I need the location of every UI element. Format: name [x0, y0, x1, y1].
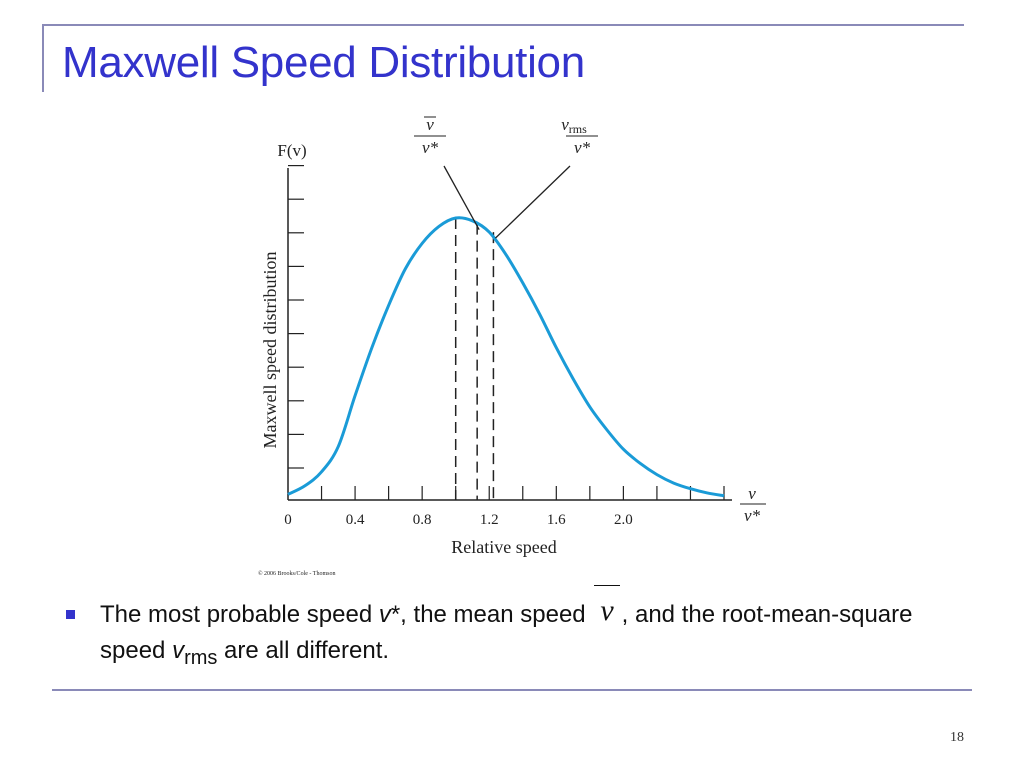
- annotation-leader-line: [443, 165, 480, 230]
- bullet-part-4: are all different.: [217, 637, 390, 664]
- x-axis-end-denominator: v*: [744, 506, 761, 525]
- x-tick-label: 1.2: [480, 512, 499, 528]
- chart-markers: [454, 218, 495, 500]
- bullet-part-3: , and the root-mean-square speed: [100, 601, 913, 664]
- annotation-leader-line: [494, 165, 571, 239]
- x-tick-label: 2.0: [614, 512, 633, 528]
- symbol-v-rms: v: [172, 637, 185, 664]
- annotation-denominator: v*: [422, 138, 439, 157]
- y-axis-label: Maxwell speed distribution: [260, 252, 280, 449]
- annotation-numerator-sub: rms: [569, 122, 587, 136]
- annotation-denominator: v*: [574, 138, 591, 157]
- symbol-v-bar: v: [592, 585, 621, 626]
- chart-annotations: v v* vrms v*: [414, 115, 598, 239]
- x-tick-label: 0.8: [413, 512, 432, 528]
- bullet-part-1: The most probable speed: [100, 601, 379, 628]
- x-tick-label: 0.4: [346, 512, 365, 528]
- footer-line: [52, 689, 972, 691]
- x-axis-end-numerator: v: [748, 484, 756, 503]
- chart-axes: [287, 168, 732, 501]
- bullet-part-2: *, the mean speed: [390, 601, 593, 628]
- page-number: 18: [950, 730, 964, 745]
- x-axis-label: Relative speed: [451, 537, 556, 557]
- annotation-numerator: vrms: [561, 115, 587, 136]
- x-tick-label: 0: [284, 512, 292, 528]
- annotation-rms: vrms v*: [494, 115, 598, 239]
- x-tick-label: 1.6: [547, 512, 566, 528]
- left-frame-line: [42, 24, 44, 92]
- slide-title: Maxwell Speed Distribution: [62, 38, 585, 87]
- distribution-curve: [287, 216, 725, 498]
- annotation-mean: v v*: [414, 115, 480, 230]
- copyright-credit: © 2006 Brooks/Cole - Thomson: [258, 570, 335, 577]
- chart-ticks: 0 0.4 0.8 1.2 1.6 2.0: [284, 164, 725, 528]
- symbol-rms-subscript: rms: [184, 646, 218, 669]
- annotation-numerator: v: [426, 115, 434, 134]
- y-axis-symbol: F(v): [277, 141, 306, 160]
- top-frame-line: [44, 24, 964, 26]
- bullet-text: The most probable speed v*, the mean spe…: [100, 585, 980, 676]
- symbol-v-star: v: [378, 601, 391, 628]
- bullet-square: [66, 610, 75, 619]
